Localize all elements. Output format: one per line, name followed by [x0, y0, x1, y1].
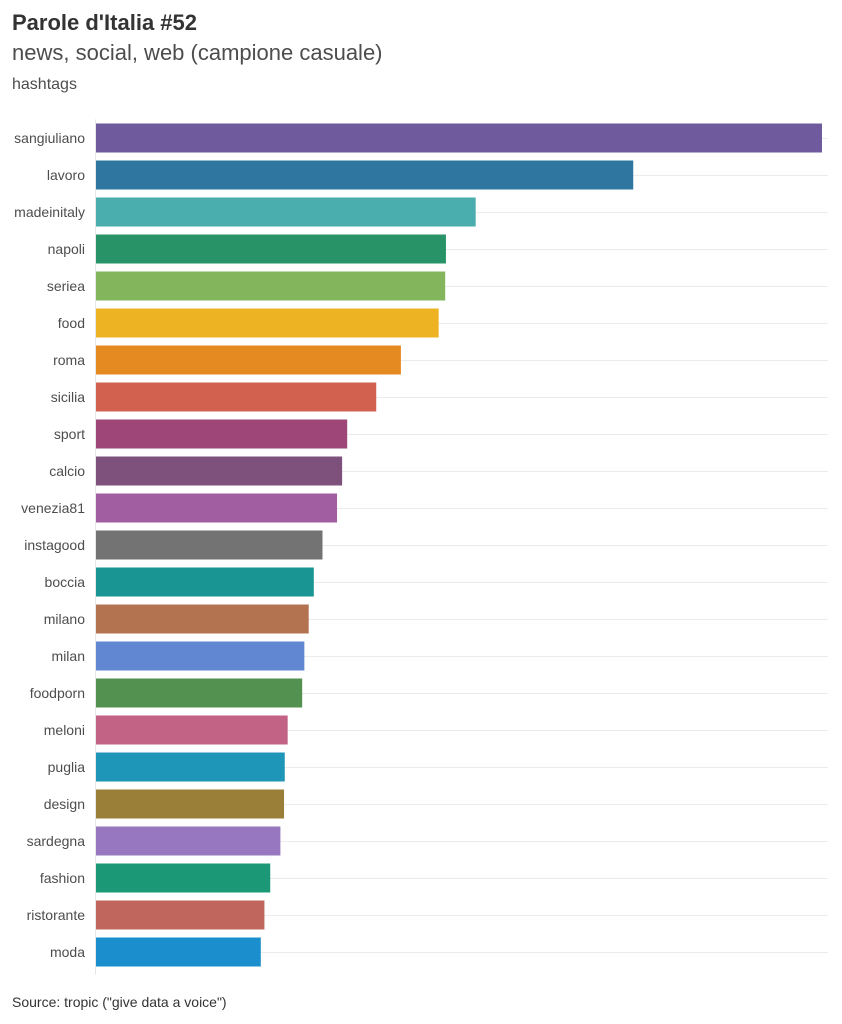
- chart-title: Parole d'Italia #52: [12, 10, 197, 35]
- tick-label-ristorante: ristorante: [27, 907, 86, 923]
- tick-label-puglia: puglia: [48, 759, 86, 775]
- bar-fashion: [96, 863, 271, 893]
- bar-milan: [96, 641, 305, 671]
- bar-seriea: [96, 271, 446, 301]
- bar-foodporn: [96, 678, 303, 708]
- bar-napoli: [96, 234, 446, 264]
- tick-label-napoli: napoli: [48, 241, 85, 257]
- tick-label-venezia81: venezia81: [21, 500, 85, 516]
- tick-label-sardegna: sardegna: [27, 833, 86, 849]
- tick-label-design: design: [44, 796, 85, 812]
- tick-label-milano: milano: [44, 611, 85, 627]
- tick-label-meloni: meloni: [44, 722, 85, 738]
- bar-food: [96, 308, 439, 338]
- bar-calcio: [96, 456, 343, 486]
- tick-label-calcio: calcio: [49, 463, 85, 479]
- tick-label-foodporn: foodporn: [30, 685, 85, 701]
- tick-label-sicilia: sicilia: [51, 389, 85, 405]
- bar-roma: [96, 345, 401, 375]
- tick-label-sangiuliano: sangiuliano: [14, 130, 85, 146]
- chart-subtitle: news, social, web (campione casuale): [12, 40, 383, 65]
- bar-sardegna: [96, 826, 281, 856]
- bar-meloni: [96, 715, 288, 745]
- tick-label-seriea: seriea: [47, 278, 85, 294]
- bar-sport: [96, 419, 348, 449]
- tick-label-instagood: instagood: [24, 537, 85, 553]
- bar-lavoro: [96, 160, 634, 190]
- bar-design: [96, 789, 285, 819]
- tick-label-lavoro: lavoro: [47, 167, 85, 183]
- bar-ristorante: [96, 900, 265, 930]
- tick-label-sport: sport: [54, 426, 85, 442]
- source-note: Source: tropic ("give data a voice"): [12, 994, 227, 1010]
- bar-puglia: [96, 752, 285, 782]
- bar-boccia: [96, 567, 314, 597]
- tick-label-food: food: [58, 315, 85, 331]
- bar-sangiuliano: [96, 123, 822, 153]
- tick-label-roma: roma: [53, 352, 85, 368]
- bar-madeinitaly: [96, 197, 476, 227]
- tick-label-madeinitaly: madeinitaly: [14, 204, 85, 220]
- bar-instagood: [96, 530, 323, 560]
- tick-label-boccia: boccia: [45, 574, 86, 590]
- tick-label-fashion: fashion: [40, 870, 85, 886]
- tick-label-milan: milan: [52, 648, 85, 664]
- bar-venezia81: [96, 493, 338, 523]
- bar-moda: [96, 937, 261, 967]
- tick-label-moda: moda: [50, 944, 85, 960]
- bar-sicilia: [96, 382, 377, 412]
- y-axis-title: hashtags: [12, 76, 77, 93]
- bar-milano: [96, 604, 309, 634]
